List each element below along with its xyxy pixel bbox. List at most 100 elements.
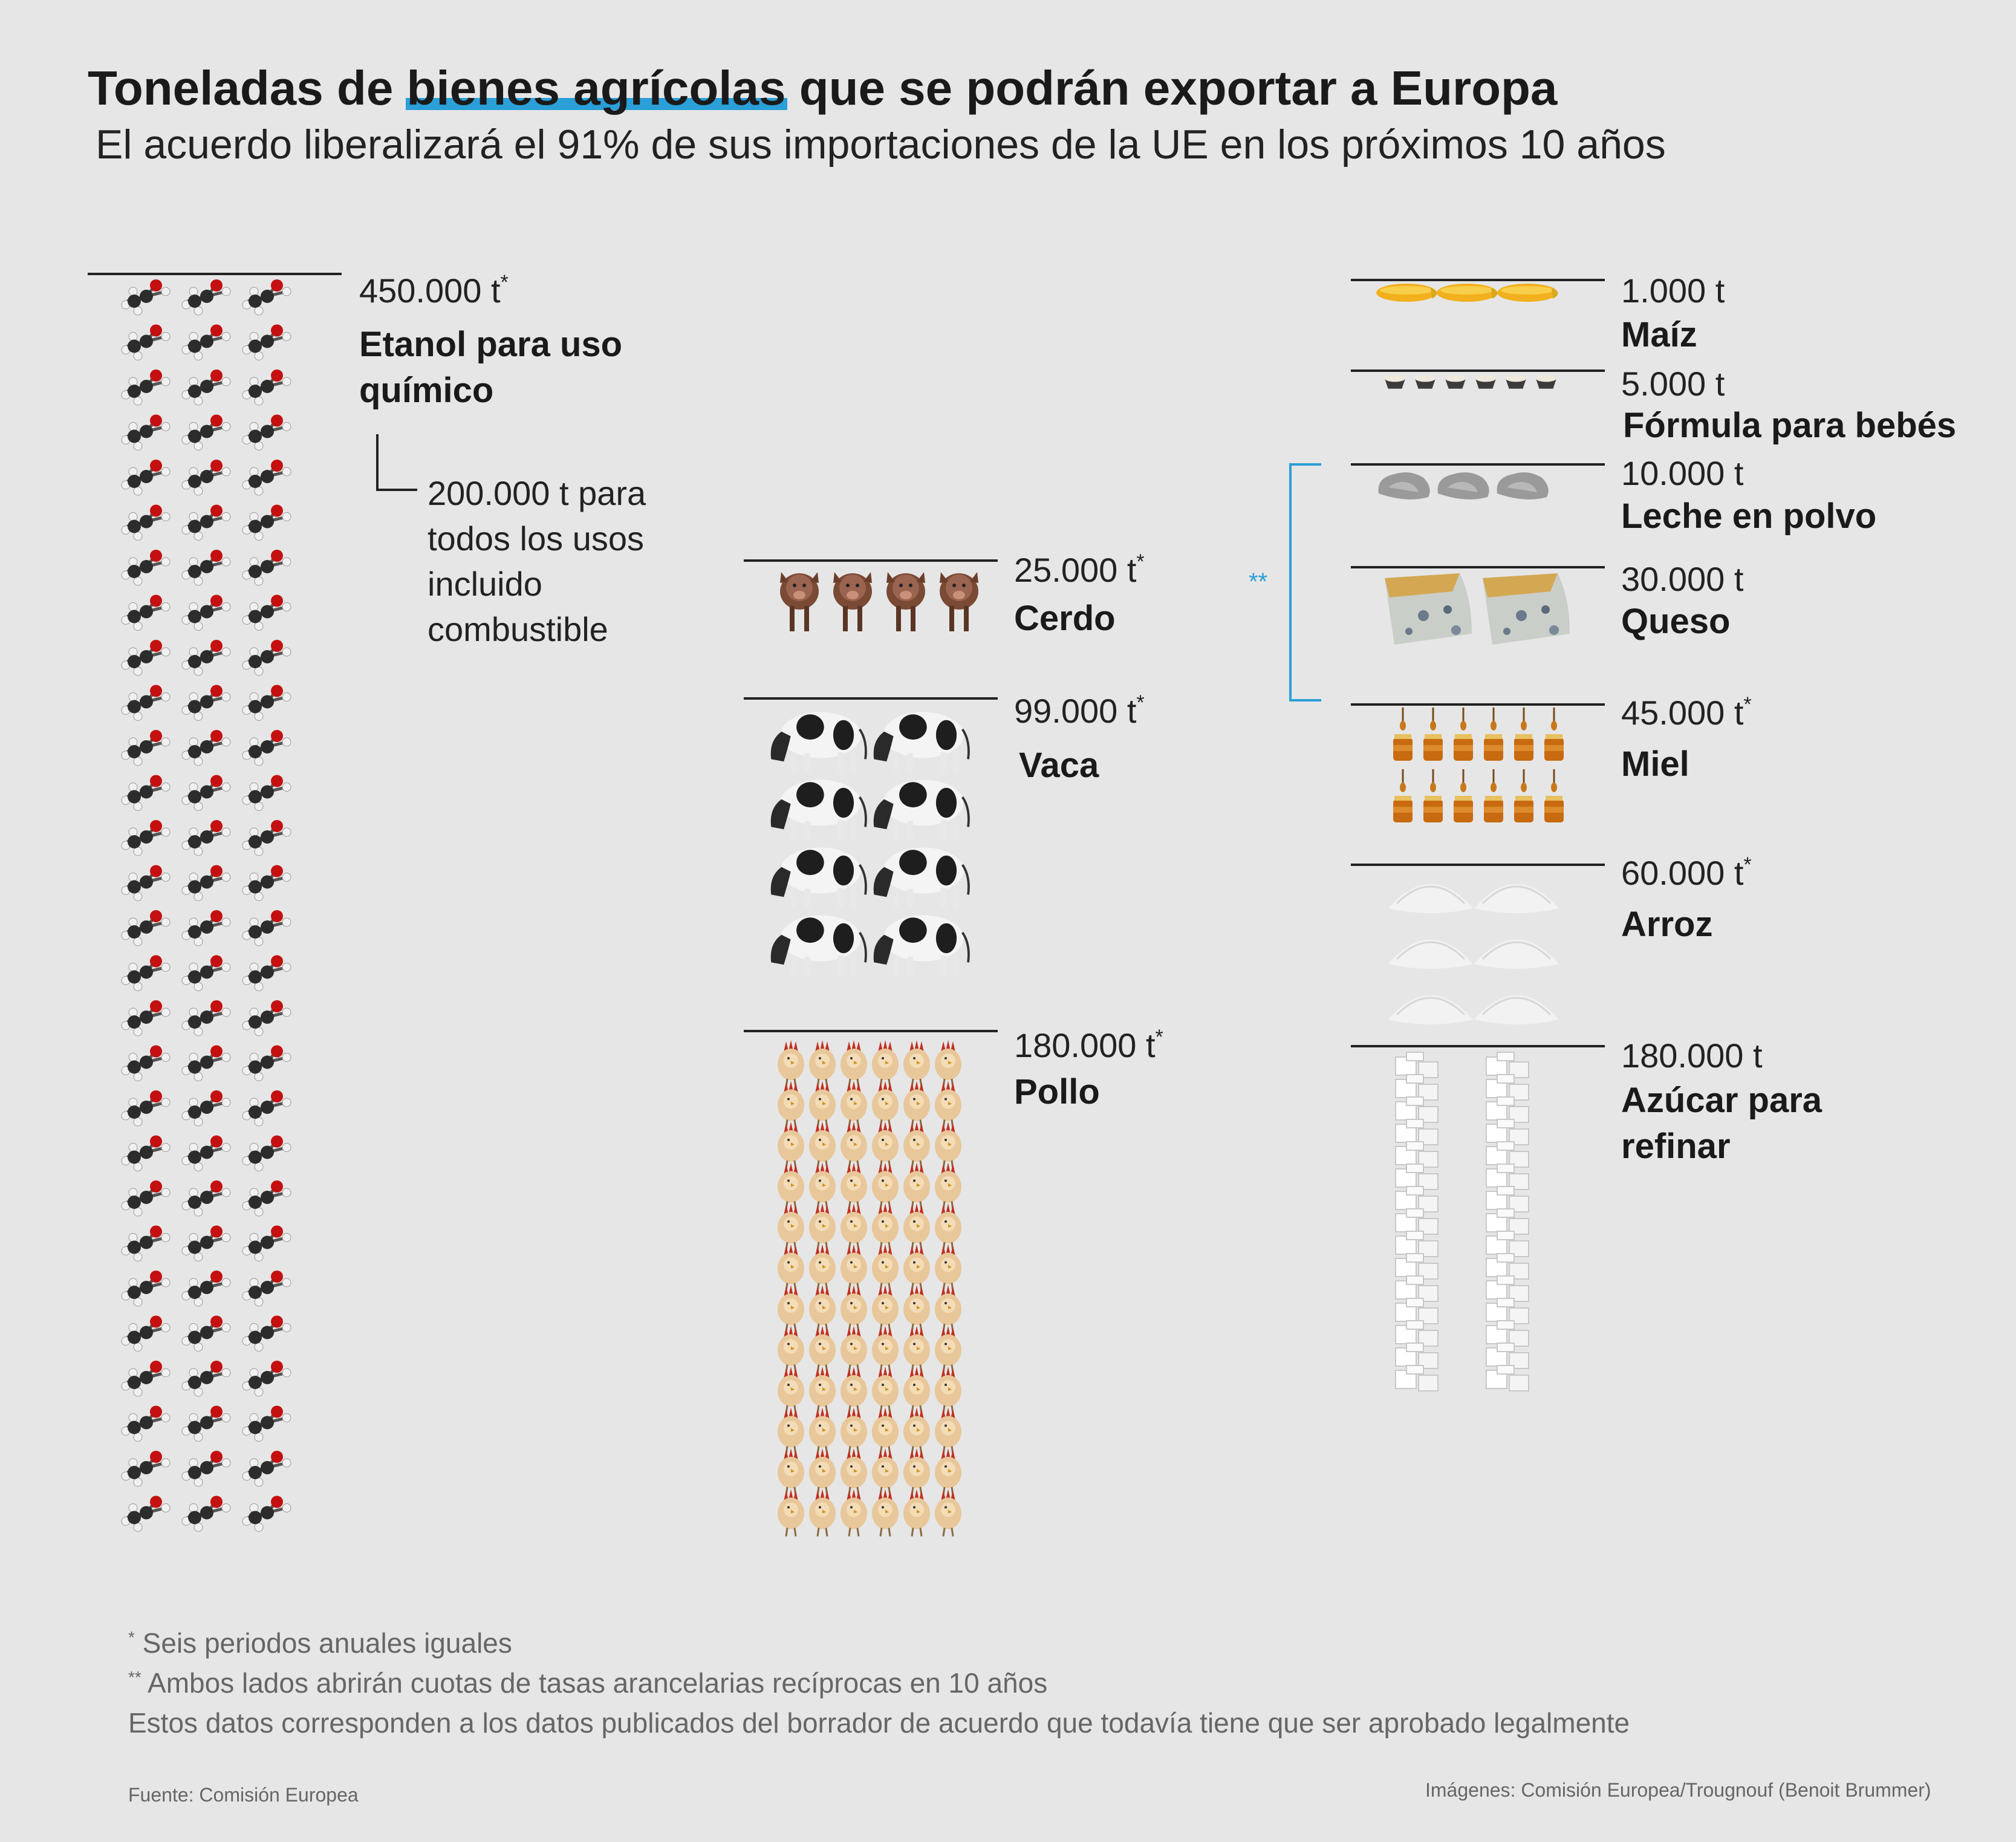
- chicken-icon: [934, 1162, 963, 1211]
- rice-pile-icon: [1473, 939, 1560, 970]
- honey-jar-icon: [1392, 768, 1414, 824]
- ethanol-molecule-icon: [122, 1000, 170, 1036]
- chicken-icon: [839, 1080, 868, 1129]
- chicken-icon: [808, 1080, 837, 1129]
- honey-jar-icon: [1483, 768, 1504, 824]
- footnote-annual-periods: * Seis periodos anuales iguales: [128, 1627, 512, 1659]
- ethanol-molecule-icon: [182, 1226, 230, 1261]
- sugar-cube-icon: [1486, 1231, 1529, 1257]
- cheese-icons: [1385, 573, 1570, 645]
- chicken-icon: [808, 1447, 837, 1497]
- ethanol-molecule-icon: [242, 279, 291, 315]
- chart-title: Toneladas de bienes agrícolas que se pod…: [88, 60, 1557, 116]
- chicken-icon: [776, 1039, 805, 1089]
- chicken-icon: [839, 1202, 868, 1252]
- ethanol-molecule-icon: [242, 1316, 291, 1352]
- chicken-icon: [902, 1080, 931, 1129]
- ethanol-molecule-icon: [182, 1406, 230, 1442]
- ethanol-molecule-icon: [242, 1271, 291, 1306]
- ethanol-molecule-icon: [242, 1406, 291, 1442]
- milk-powder-amount: 10.000 t: [1621, 454, 1744, 492]
- chicken-icon: [934, 1202, 963, 1252]
- sugar-cube-icon: [1395, 1320, 1439, 1347]
- cow-icon: [769, 846, 867, 910]
- ethanol-molecule-icon: [242, 550, 291, 585]
- sugar-cube-icon: [1395, 1365, 1439, 1391]
- sugar-cube-icon: [1486, 1320, 1529, 1347]
- formula-cup-icon: [1505, 375, 1527, 389]
- chicken-icon: [839, 1447, 868, 1497]
- ethanol-molecule-icon: [122, 460, 170, 495]
- chicken-icon: [871, 1039, 900, 1089]
- formula-cup-icon: [1475, 375, 1497, 389]
- sugar-cube-icon: [1395, 1119, 1439, 1145]
- sugar-cube-icon: [1395, 1186, 1439, 1212]
- chicken-icon: [934, 1447, 963, 1497]
- ethanol-molecule-icon: [242, 505, 291, 541]
- ethanol-molecule-icon: [182, 1136, 230, 1171]
- ethanol-amount: 450.000 t*: [359, 271, 509, 310]
- sugar-cube-icon: [1395, 1231, 1439, 1257]
- ethanol-molecule-icon: [182, 415, 230, 451]
- pork-rule: [744, 559, 998, 562]
- chicken-icon: [776, 1162, 805, 1211]
- ethanol-molecule-icon: [242, 685, 291, 721]
- chicken-icon: [839, 1325, 868, 1374]
- corn-icon: [1376, 284, 1437, 302]
- chicken-icon: [902, 1407, 931, 1456]
- ethanol-molecule-icon: [122, 685, 170, 721]
- beef-label: Vaca: [1019, 746, 1099, 785]
- chicken-icon: [871, 1243, 900, 1292]
- ethanol-molecule-icon: [242, 820, 291, 856]
- pig-icon: [780, 572, 819, 631]
- beef-rule: [744, 697, 998, 700]
- ethanol-molecule-icon: [122, 1496, 170, 1532]
- sugar-cube-icon: [1486, 1365, 1529, 1391]
- chicken-icon: [934, 1243, 963, 1292]
- cow-icon: [769, 914, 867, 978]
- sugar-cube-icon: [1395, 1208, 1439, 1235]
- chicken-icon: [808, 1325, 837, 1374]
- chicken-icon: [902, 1447, 931, 1497]
- cow-icons: [769, 711, 970, 978]
- chicken-icon: [871, 1202, 900, 1252]
- beef-amount: 99.000 t*: [1014, 691, 1145, 730]
- ethanol-molecule-icon: [182, 730, 230, 766]
- chicken-icon: [839, 1162, 868, 1211]
- ethanol-molecule-icon: [182, 775, 230, 811]
- chicken-icon: [871, 1488, 900, 1537]
- chicken-icon: [871, 1284, 900, 1333]
- ethanol-molecule-icon: [122, 1226, 170, 1261]
- ethanol-molecule-icon: [122, 910, 170, 946]
- chicken-icon: [934, 1488, 963, 1537]
- ethanol-molecule-icon: [242, 1496, 291, 1532]
- cow-icon: [872, 846, 970, 910]
- chicken-icon: [808, 1365, 837, 1415]
- sugar-cube-icon: [1395, 1275, 1439, 1302]
- chicken-icon: [934, 1121, 963, 1170]
- chicken-icon: [902, 1284, 931, 1333]
- ethanol-molecule-icon: [242, 730, 291, 766]
- ethanol-molecule-icon: [242, 775, 291, 811]
- chicken-icon: [839, 1243, 868, 1292]
- chicken-icon: [776, 1325, 805, 1374]
- honey-jar-icon: [1422, 768, 1444, 824]
- sugar-cube-icon: [1486, 1074, 1529, 1101]
- ethanol-label: Etanol para uso químico: [359, 325, 623, 410]
- ethanol-molecule-icon: [182, 1046, 230, 1081]
- ethanol-note-connector: [376, 434, 417, 491]
- ethanol-molecule-icon: [242, 415, 291, 451]
- ethanol-molecule-icon: [122, 1136, 170, 1171]
- chicken-icon: [934, 1080, 963, 1129]
- pig-icons: [780, 572, 978, 631]
- corn-icon: [1437, 284, 1498, 302]
- sugar-rule: [1351, 1045, 1605, 1047]
- rice-amount: 60.000 t*: [1621, 853, 1752, 892]
- chicken-icon: [902, 1202, 931, 1252]
- sugar-cube-icon: [1486, 1208, 1529, 1235]
- chicken-icon: [902, 1488, 931, 1537]
- sugar-cube-icon: [1395, 1298, 1439, 1324]
- ethanol-molecule-icon: [122, 1406, 170, 1442]
- ethanol-molecule-icon: [242, 460, 291, 495]
